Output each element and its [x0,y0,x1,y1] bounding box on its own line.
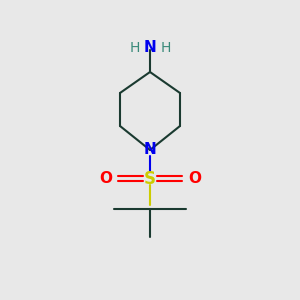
Text: H: H [160,41,171,55]
Text: S: S [144,169,156,188]
Text: N: N [144,40,156,56]
Text: O: O [188,171,201,186]
Text: O: O [99,171,112,186]
Text: H: H [129,41,140,55]
Text: N: N [144,142,156,158]
